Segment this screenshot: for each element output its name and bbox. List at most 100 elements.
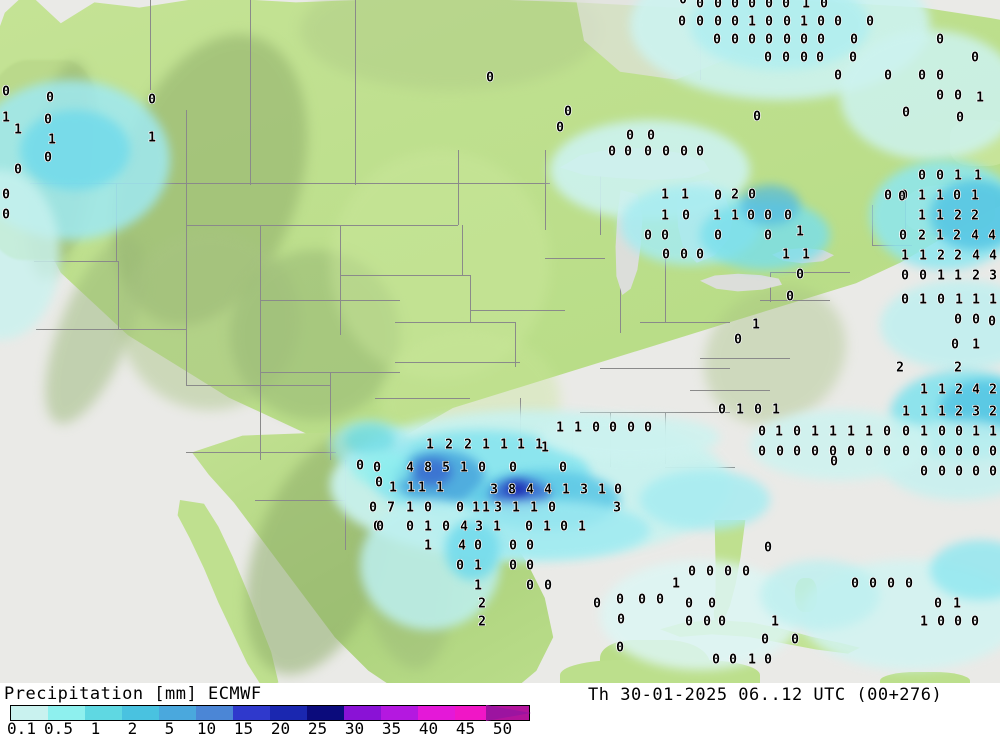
precip-value: 0 <box>526 538 534 554</box>
precip-value: 1 <box>482 437 490 453</box>
colorbar-tick-5: 5 <box>164 719 175 738</box>
precip-value: 0 <box>729 652 737 668</box>
precip-value: 2 <box>971 208 979 224</box>
precip-value: 0 <box>44 150 52 166</box>
precip-value: 0 <box>954 312 962 328</box>
precip-value: 0 <box>830 454 838 470</box>
precip-value: 1 <box>974 168 982 184</box>
precip-value: 1 <box>800 14 808 30</box>
precip-value: 0 <box>509 460 517 476</box>
precip-value: 0 <box>474 538 482 554</box>
precip-value: 0 <box>685 596 693 612</box>
precip-value: 3 <box>613 500 621 516</box>
precip-value: 1 <box>389 480 397 496</box>
precip-value: 0 <box>46 90 54 106</box>
precip-value: 0 <box>714 188 722 204</box>
precip-value: 0 <box>784 208 792 224</box>
precip-value: 0 <box>764 540 772 556</box>
border-nc-sc <box>690 390 770 391</box>
precip-value: 0 <box>731 14 739 30</box>
precip-value: 0 <box>609 420 617 436</box>
precip-value: 0 <box>685 614 693 630</box>
border-ut-az <box>186 385 330 386</box>
precip-value: 0 <box>758 444 766 460</box>
precip-value: 0 <box>627 420 635 436</box>
precip-value: 1 <box>493 519 501 535</box>
precip-value: 0 <box>376 519 384 535</box>
precip-value: 0 <box>971 50 979 66</box>
colorbar-swatch-0.1 <box>11 706 48 720</box>
colorbar-swatch-10 <box>196 706 233 720</box>
precip-value: 0 <box>525 519 533 535</box>
precip-value: 0 <box>938 444 946 460</box>
precip-value: 1 <box>426 437 434 453</box>
border-mexico-us-west <box>186 452 336 453</box>
precip-value: 0 <box>951 337 959 353</box>
precip-value: 0 <box>955 444 963 460</box>
precip-value: 0 <box>688 564 696 580</box>
precip-value: 1 <box>954 268 962 284</box>
precip-value: 1 <box>731 208 739 224</box>
precip-value: 0 <box>592 420 600 436</box>
precip-value: 0 <box>776 444 784 460</box>
precip-value: 0 <box>731 32 739 48</box>
precip-value: 1 <box>920 424 928 440</box>
precip-value: 0 <box>662 247 670 263</box>
precip-value: 0 <box>696 0 704 12</box>
colorbar-swatch-30 <box>344 706 381 720</box>
precip-value: 0 <box>742 564 750 580</box>
precip-value: 0 <box>989 464 997 480</box>
precip-value: 1 <box>918 208 926 224</box>
precip-value: 0 <box>901 292 909 308</box>
colorbar-tick-40: 40 <box>418 719 439 738</box>
precip-value: 0 <box>869 576 877 592</box>
precip-value: 1 <box>989 292 997 308</box>
precip-value: 4 <box>526 482 534 498</box>
precip-value: 0 <box>680 247 688 263</box>
precip-value: 0 <box>559 460 567 476</box>
precip-value: 1 <box>829 424 837 440</box>
precip-value: 1 <box>574 420 582 436</box>
precip-value: 0 <box>747 208 755 224</box>
precip-value: 0 <box>820 0 828 12</box>
precip-value: 1 <box>920 382 928 398</box>
border-sk-mb <box>355 0 356 185</box>
precip-value: 0 <box>800 50 808 66</box>
precip-value: 0 <box>478 460 486 476</box>
precip-southwest-scattered <box>352 452 412 486</box>
precip-value: 1 <box>681 187 689 203</box>
border-ut-co <box>260 225 261 385</box>
precip-value: 1 <box>972 337 980 353</box>
precip-value: 1 <box>936 228 944 244</box>
precip-value: 2 <box>445 437 453 453</box>
precip-value: 1 <box>535 437 543 453</box>
border-wa-or <box>34 261 118 262</box>
precip-value: 0 <box>866 14 874 30</box>
precip-texas-max <box>412 458 452 486</box>
precip-value: 0 <box>956 110 964 126</box>
border-ny-pa <box>770 272 850 273</box>
precip-value: 0 <box>442 519 450 535</box>
precip-value: 2 <box>937 248 945 264</box>
colorbar-tick-15: 15 <box>233 719 254 738</box>
precip-value: 1 <box>802 247 810 263</box>
precip-value: 2 <box>955 404 963 420</box>
precip-value: 0 <box>718 614 726 630</box>
precip-value: 0 <box>971 614 979 630</box>
precip-west-texas <box>345 425 395 455</box>
precip-value: 0 <box>934 596 942 612</box>
precip-value: 0 <box>526 578 534 594</box>
precip-value: 0 <box>936 88 944 104</box>
precip-value: 1 <box>530 500 538 516</box>
precip-value: 0 <box>680 144 688 160</box>
colorbar-tick-labels: 0.1 0.5 1 2 5 10 15 20 25 30 35 40 45 50 <box>0 721 560 737</box>
precip-value: 0 <box>796 267 804 283</box>
border-ab-sk <box>250 0 251 185</box>
precip-value: 4 <box>406 460 414 476</box>
precip-value: 0 <box>783 32 791 48</box>
precip-value: 1 <box>541 440 549 456</box>
border-sd-mn <box>462 225 463 275</box>
precip-value: 1 <box>598 482 606 498</box>
colorbar-tick-0.1: 0.1 <box>7 719 36 738</box>
